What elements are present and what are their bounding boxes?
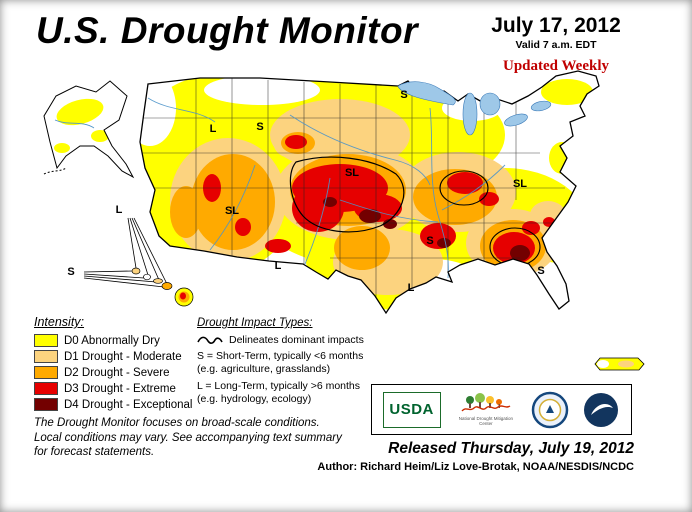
delineates-label: Delineates dominant impacts: [229, 334, 364, 346]
legend-swatch-d1: [34, 350, 58, 363]
legend-item: D1 Drought - Moderate: [34, 350, 192, 363]
legend-item: D4 Drought - Exceptional: [34, 398, 192, 411]
drought-intensity-legend: Intensity: D0 Abnormally Dry D1 Drought …: [34, 315, 192, 414]
usda-logo-box: USDA: [382, 391, 441, 428]
author-credit: Author: Richard Heim/Liz Love-Brotak, NO…: [317, 461, 634, 473]
delineation-squiggle-icon: [197, 336, 223, 344]
impact-label: S: [426, 235, 433, 247]
impact-label: L: [116, 204, 123, 216]
updated-weekly-note: Updated Weekly: [503, 58, 609, 74]
legend-swatch-d3: [34, 382, 58, 395]
date-block: July 17, 2012 Valid 7 a.m. EDT Updated W…: [472, 14, 640, 75]
hawaii-inset: [83, 217, 194, 307]
release-date: Released Thursday, July 19, 2012: [388, 440, 634, 457]
impact-label: S: [537, 265, 544, 277]
legend-swatch-d2: [34, 366, 58, 379]
impact-label: L: [408, 282, 415, 294]
state-boundaries: [141, 78, 565, 298]
short-term-definition: S = Short-Term, typically <6 months: [197, 350, 364, 362]
d4-exceptional-layer: [323, 197, 530, 261]
puerto-rico-inset: [594, 357, 645, 371]
legend-item: D3 Drought - Extreme: [34, 382, 192, 395]
impact-label: SL: [513, 178, 527, 190]
long-term-definition: L = Long-Term, typically >6 months: [197, 380, 361, 392]
legend-item-label: D4 Drought - Exceptional: [64, 398, 193, 411]
impact-types-legend: Drought Impact Types: Delineates dominan…: [197, 317, 364, 405]
disclaimer-line: Local conditions may vary. See accompany…: [34, 431, 342, 444]
disclaimer-line: for forecast statements.: [34, 446, 155, 458]
agency-logos: USDA National Drought Mitigation Center: [371, 384, 632, 435]
usda-logo-label: USDA: [389, 401, 434, 418]
legend-item-label: D1 Drought - Moderate: [64, 350, 182, 363]
legend-item: D0 Abnormally Dry: [34, 334, 192, 347]
alaska-inset: [43, 80, 135, 179]
noaa-logo: [582, 391, 620, 429]
disclaimer-line: The Drought Monitor focuses on broad-sca…: [34, 417, 320, 429]
ndmc-logo: National Drought Mitigation Center: [454, 393, 518, 426]
impact-labels: S L S SL SL SL L S L S L S: [67, 89, 544, 294]
impact-types-heading: Drought Impact Types:: [197, 317, 313, 329]
legend-swatch-d4: [34, 398, 58, 411]
delineates-row: Delineates dominant impacts: [197, 334, 364, 346]
legend-item-label: D2 Drought - Severe: [64, 366, 170, 379]
legend-item-label: D0 Abnormally Dry: [64, 334, 160, 347]
ndmc-trees-icon: [461, 393, 511, 412]
page-title: U.S. Drought Monitor: [36, 10, 418, 51]
long-term-example: (e.g. hydrology, ecology): [197, 393, 312, 405]
noaa-seagull-icon: [584, 392, 619, 427]
commerce-seal-icon: [531, 391, 569, 428]
legend-heading: Intensity:: [34, 315, 85, 329]
impact-label: S: [400, 89, 407, 101]
impact-label: SL: [345, 167, 359, 179]
impact-label: L: [275, 260, 282, 272]
impact-label: SL: [225, 205, 239, 217]
legend-item: D2 Drought - Severe: [34, 366, 192, 379]
disclaimer-text: The Drought Monitor focuses on broad-sca…: [34, 416, 342, 460]
impact-label: L: [210, 123, 217, 135]
valid-time: Valid 7 a.m. EDT: [515, 39, 597, 51]
legend-item-label: D3 Drought - Extreme: [64, 382, 176, 395]
ndmc-logo-label: National Drought Mitigation Center: [458, 416, 514, 426]
impact-label: S: [256, 121, 263, 133]
legend-swatch-d0: [34, 334, 58, 347]
hawaii-islands: [131, 267, 194, 307]
short-term-example: (e.g. agriculture, grasslands): [197, 363, 331, 375]
alaska-drought-patches: [54, 98, 109, 153]
hawaii-arrows: [83, 217, 168, 288]
us-drought-map: S L S SL SL SL L S L S L S: [43, 70, 645, 371]
commerce-seal-logo: [531, 391, 569, 429]
aleutian-islands: [43, 167, 67, 175]
usda-logo: USDA: [382, 391, 441, 428]
great-lakes: [397, 81, 552, 136]
impact-label: S: [67, 266, 74, 278]
map-date: July 17, 2012: [491, 14, 621, 37]
rivers: [147, 97, 506, 279]
